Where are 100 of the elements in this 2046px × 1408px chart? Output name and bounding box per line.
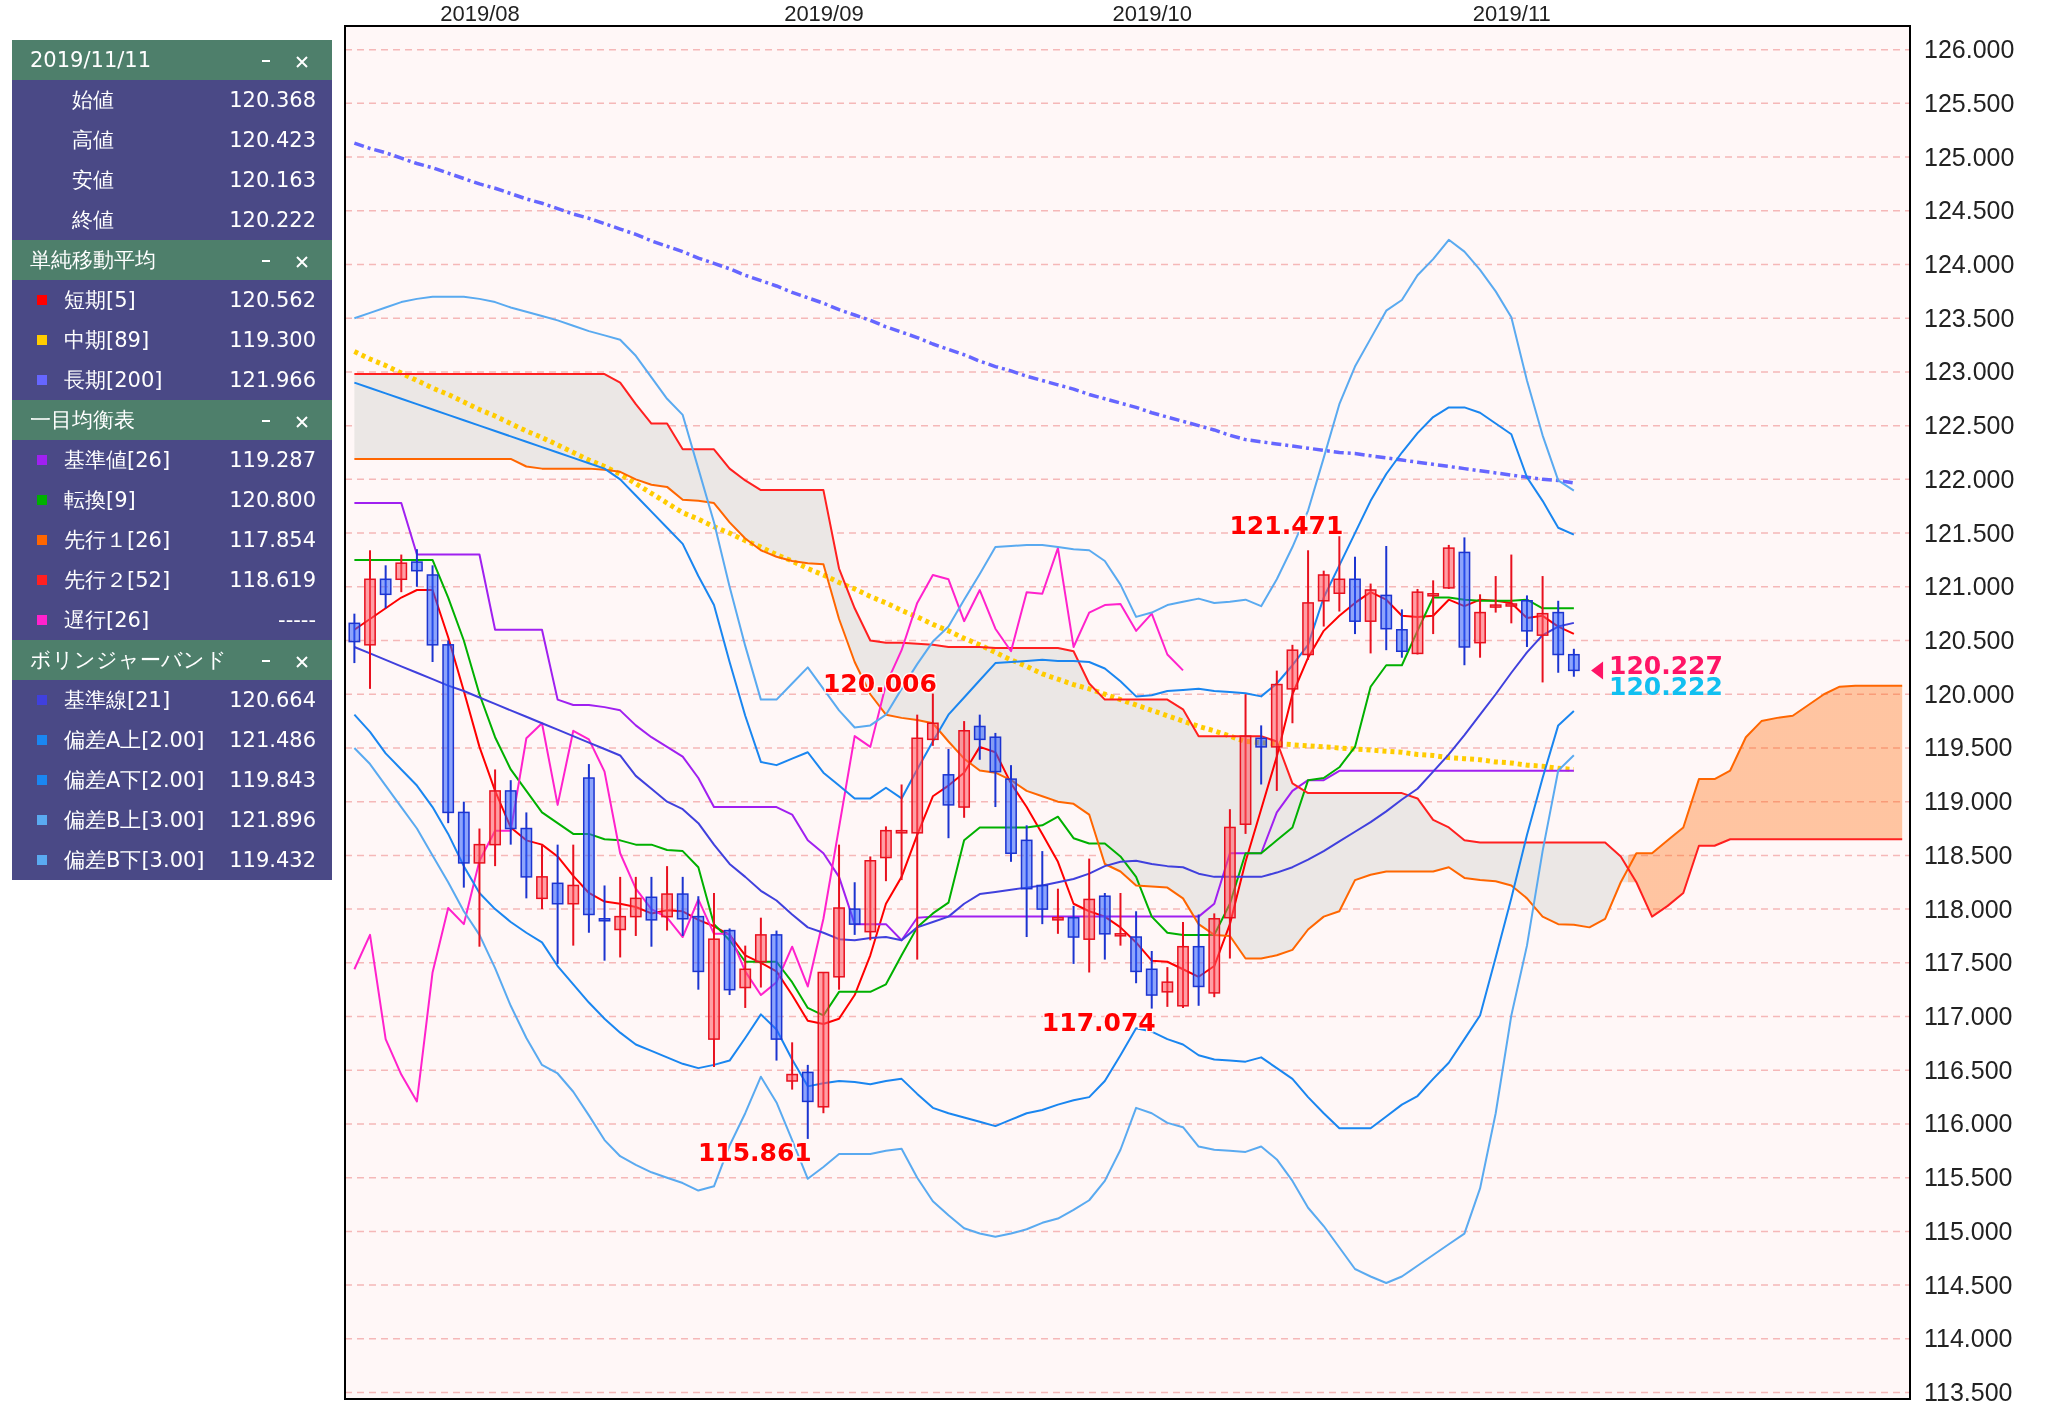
- y-tick-label: 115.000: [1924, 1216, 2013, 1245]
- candlestick: [817, 971, 830, 1115]
- candlestick: [598, 884, 611, 962]
- candlestick: [582, 763, 595, 934]
- text: 120.368: [229, 88, 316, 112]
- candlestick: [676, 875, 689, 937]
- y-tick-label: 121.000: [1924, 572, 2015, 601]
- text: 120.163: [229, 168, 316, 192]
- candlestick: [364, 549, 376, 690]
- candlestick: [1208, 912, 1221, 999]
- text: 117.854: [229, 528, 316, 552]
- y-tick-label: 119.500: [1924, 733, 2013, 762]
- line-series: [353, 547, 1184, 1103]
- x-tick-label: 2019/11: [1472, 1, 1551, 26]
- candlestick: [629, 875, 642, 937]
- text: 高値: [72, 128, 114, 152]
- candlestick: [1427, 579, 1440, 636]
- text: 120.664: [229, 688, 316, 712]
- candlestick: [473, 827, 486, 948]
- candlestick: [958, 720, 971, 819]
- y-tick-label: 120.000: [1924, 679, 2015, 708]
- candlestick: [1224, 808, 1236, 960]
- candlestick: [723, 927, 736, 997]
- y-tick-label: 125.000: [1924, 142, 2015, 171]
- candlestick: [1302, 549, 1314, 661]
- text: 単純移動平均: [30, 248, 156, 272]
- candlestick: [1552, 599, 1565, 674]
- candlestick: [551, 843, 564, 965]
- text: 120.222: [229, 208, 316, 232]
- text: 120.800: [229, 488, 316, 512]
- y-tick-label: 118.500: [1924, 840, 2013, 869]
- candlestick: [520, 811, 533, 900]
- text: 一目均衡表: [30, 408, 135, 432]
- y-tick-label: 113.500: [1924, 1378, 2013, 1407]
- candlestick: [1380, 544, 1393, 652]
- candlestick: [1098, 891, 1111, 961]
- candlestick: [801, 1063, 814, 1140]
- candlestick: [457, 800, 470, 889]
- candlestick: [911, 713, 924, 961]
- candlestick: [614, 875, 627, 959]
- y-tick-label: 114.000: [1924, 1324, 2013, 1353]
- candlestick: [1130, 910, 1143, 985]
- y-tick-label: 123.500: [1924, 303, 2015, 332]
- text: 119.300: [229, 328, 316, 352]
- legend-label: 長期[200]: [64, 368, 163, 392]
- candlestick: [895, 783, 908, 882]
- candlestick: [1161, 966, 1174, 1008]
- candlestick: [942, 748, 955, 840]
- x-tick-label: 2019/10: [1112, 1, 1192, 26]
- line-series: [353, 746, 1575, 1284]
- text: -----: [278, 608, 316, 632]
- legend-label: 中期[89]: [64, 328, 150, 352]
- candlestick: [348, 612, 361, 665]
- y-tick-label: 115.500: [1924, 1163, 2013, 1192]
- text: 120.562: [229, 288, 316, 312]
- text: 2019/11/11: [30, 48, 152, 72]
- candlestick: [770, 929, 783, 1062]
- y-tick-label: 116.500: [1924, 1055, 2013, 1084]
- candlestick: [1458, 536, 1471, 667]
- candlestick: [1333, 535, 1346, 613]
- annotation: 117.074: [1041, 1007, 1156, 1037]
- y-tick-label: 119.000: [1924, 787, 2013, 816]
- legend-label: 先行２[52]: [64, 568, 171, 592]
- text: 121.896: [229, 808, 316, 832]
- candlestick: [442, 639, 455, 825]
- legend-label: 偏差A上[2.00]: [64, 728, 205, 752]
- candlestick: [395, 553, 408, 594]
- candlestick: [754, 916, 767, 989]
- text: 119.432: [229, 848, 316, 872]
- y-tick-label: 117.000: [1924, 1002, 2013, 1031]
- y-tick-label: 123.000: [1924, 357, 2015, 386]
- text: 121.966: [229, 368, 316, 392]
- y-tick-label: 114.500: [1924, 1270, 2013, 1299]
- candlestick: [833, 843, 845, 991]
- y-tick-label: 126.000: [1924, 35, 2015, 64]
- legend-label: 偏差B上[3.00]: [64, 808, 205, 832]
- candlestick: [1114, 891, 1127, 947]
- candlestick: [1489, 575, 1502, 614]
- candlestick: [1177, 921, 1189, 1009]
- candlestick: [489, 768, 501, 868]
- text: 121.486: [229, 728, 316, 752]
- candlestick: [1317, 569, 1330, 628]
- text: 118.619: [229, 568, 316, 592]
- candlestick: [645, 875, 658, 948]
- candlestick: [426, 564, 439, 664]
- legend-label: 転換[9]: [64, 488, 136, 512]
- candlestick: [1411, 587, 1424, 656]
- candlestick: [1239, 693, 1252, 835]
- candlestick: [411, 548, 423, 588]
- candlestick: [1192, 913, 1205, 1007]
- candlestick: [880, 825, 892, 883]
- y-tick-label: 124.500: [1924, 196, 2015, 225]
- candlestick: [1270, 669, 1283, 792]
- candlestick: [848, 881, 861, 936]
- x-tick-label: 2019/09: [784, 1, 864, 26]
- legend-label: 偏差A下[2.00]: [64, 768, 205, 792]
- candlestick: [1505, 553, 1518, 625]
- text: 119.843: [229, 768, 316, 792]
- candlestick: [864, 855, 877, 942]
- line-series: [353, 502, 1575, 942]
